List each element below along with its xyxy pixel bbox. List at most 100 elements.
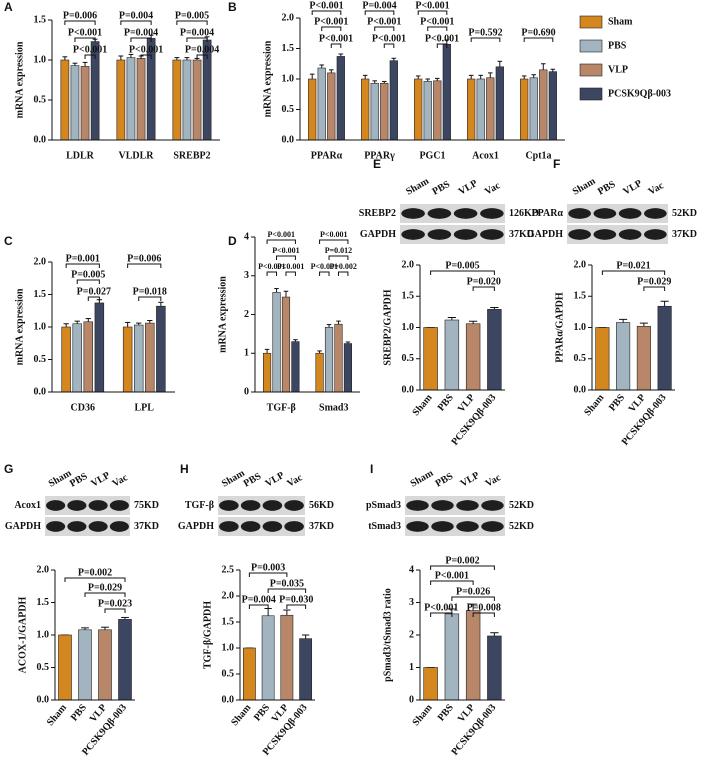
blot-band xyxy=(480,208,504,219)
blot-row xyxy=(218,517,305,536)
blot-size: 52KD xyxy=(672,208,697,219)
bar xyxy=(182,59,192,141)
blot-protein: pSmad3 xyxy=(366,500,401,511)
bar xyxy=(414,78,423,141)
p-value: P<0.001 xyxy=(68,27,102,38)
y-tick-label: 1.0 xyxy=(222,642,235,653)
bar xyxy=(657,305,672,391)
p-value: P=0.002 xyxy=(78,567,112,578)
lane-label: VLP xyxy=(457,178,480,198)
blot-band xyxy=(46,500,66,511)
p-value: P<0.001 xyxy=(311,262,338,271)
blot-band xyxy=(406,500,429,511)
y-tick-label: 0.0 xyxy=(34,134,47,145)
blot-band xyxy=(427,229,452,240)
blot-band xyxy=(219,500,239,511)
blot-band xyxy=(593,208,617,219)
x-tick-label: Smad3 xyxy=(319,402,348,413)
bar xyxy=(389,60,398,141)
bar xyxy=(548,71,557,141)
significance-bracket xyxy=(84,54,96,59)
blot-band xyxy=(240,500,261,511)
blot-band xyxy=(481,521,504,532)
p-value: P=0.012 xyxy=(325,246,352,255)
significance-bracket xyxy=(266,239,296,244)
p-value: P<0.001 xyxy=(425,33,459,44)
y-tick-label: 1.0 xyxy=(34,54,47,65)
significance-bracket xyxy=(321,26,342,31)
significance-bracket xyxy=(285,271,296,276)
y-tick-label: 2.5 xyxy=(222,564,235,575)
p-value: P<0.001 xyxy=(415,0,449,11)
bar xyxy=(98,629,112,701)
p-value: P<0.001 xyxy=(73,44,107,55)
y-tick-label: 0 xyxy=(244,386,249,397)
bar xyxy=(72,323,82,393)
p-value: P=0.030 xyxy=(279,594,313,605)
blot-band xyxy=(453,229,478,240)
x-tick-label: PGC1 xyxy=(419,150,445,161)
bar xyxy=(423,327,438,391)
blot-band xyxy=(644,208,667,219)
significance-bracket xyxy=(643,286,666,291)
p-value: P=0.004 xyxy=(180,27,214,38)
panel-letter: G xyxy=(4,462,13,476)
panel-letter: E xyxy=(373,157,381,171)
x-tick-label: Sham xyxy=(45,702,70,728)
bar xyxy=(126,57,136,141)
significance-bracket xyxy=(76,279,100,284)
blot-protein: Acox1 xyxy=(14,500,41,511)
blot-size: 37KD xyxy=(672,229,697,240)
p-value: P=0.690 xyxy=(521,27,555,38)
blot-row xyxy=(400,204,505,223)
blot-row xyxy=(567,204,668,223)
significance-bracket xyxy=(84,592,126,597)
blot-band xyxy=(481,500,504,511)
blot-row xyxy=(45,517,130,536)
blot-size: 37KD xyxy=(309,521,334,532)
p-value: P=0.004 xyxy=(242,594,276,605)
y-axis-label: PPARα/GAPDH xyxy=(554,292,565,363)
blot-protein: tSmad3 xyxy=(368,521,401,532)
p-value: P<0.001 xyxy=(309,0,343,11)
blot-protein: PPARα xyxy=(532,208,564,219)
blot-protein: GAPDH xyxy=(360,229,396,240)
lane-label: VLP xyxy=(621,178,644,198)
blot-band xyxy=(431,521,454,532)
blot-band xyxy=(406,521,429,532)
p-value: P=0.004 xyxy=(185,44,219,55)
bar xyxy=(327,72,336,141)
blot-size: 52KD xyxy=(509,521,534,532)
x-tick-label: Sham xyxy=(411,702,436,728)
legend-swatch xyxy=(579,15,603,29)
panel-letter: A xyxy=(4,0,13,14)
bar xyxy=(116,59,126,141)
blot-band xyxy=(568,208,591,219)
p-value: P=0.023 xyxy=(98,598,132,609)
blot-row xyxy=(405,517,505,536)
y-tick-label: 1.5 xyxy=(282,43,295,54)
p-value: P<0.001 xyxy=(272,246,299,255)
y-axis-label: pSmad3/tSmad3 ratio xyxy=(382,588,393,682)
significance-bracket xyxy=(267,588,307,593)
blot-band xyxy=(456,500,479,511)
x-tick-label: PBS xyxy=(436,392,456,413)
legend-label: Sham xyxy=(608,16,633,27)
blot-band xyxy=(284,500,304,511)
significance-bracket xyxy=(140,54,152,59)
p-value: P<0.001 xyxy=(420,16,454,27)
bar xyxy=(118,619,132,701)
significance-bracket xyxy=(87,296,100,301)
bar xyxy=(122,326,133,393)
blot-size: 52KD xyxy=(509,500,534,511)
blot-band xyxy=(262,500,283,511)
blot-band xyxy=(453,208,478,219)
y-axis-label: TGF-β/GAPDH xyxy=(202,601,213,669)
p-value: P=0.006 xyxy=(127,253,161,264)
lane-label: Vac xyxy=(285,472,305,490)
y-tick-label: 3 xyxy=(244,270,249,281)
blot-row xyxy=(400,225,505,244)
bar xyxy=(172,59,182,141)
bar xyxy=(58,634,72,701)
bar xyxy=(281,296,291,393)
